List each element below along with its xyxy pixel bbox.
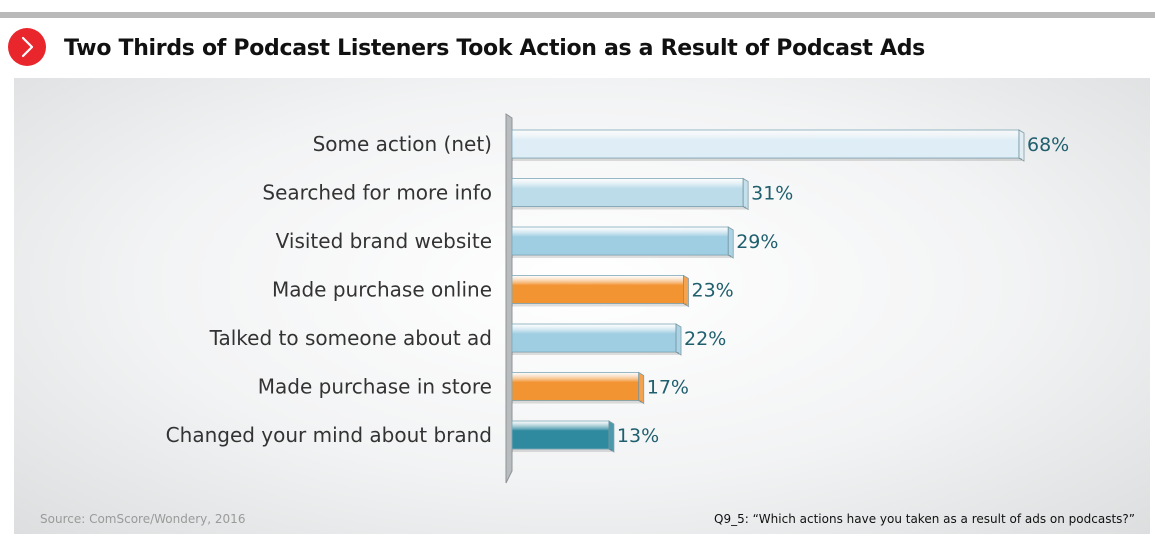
bar: [511, 420, 610, 450]
bar-end-cap: [608, 420, 615, 453]
bar-shadow: [512, 255, 732, 258]
bar-end-cap: [675, 323, 682, 356]
bar-end-cap: [683, 274, 689, 308]
bar: [511, 129, 1020, 159]
bar-end-cap: [727, 226, 734, 259]
chart-area: Some action (net) 68% Searched for more in…: [14, 78, 1150, 534]
bar: [511, 372, 640, 401]
category-label: Searched for more info: [262, 181, 492, 205]
source-note: Source: ComScore/Wondery, 2016: [40, 512, 246, 526]
page-title: Two Thirds of Podcast Listeners Took Act…: [64, 36, 925, 61]
bar-shadow: [512, 206, 747, 210]
category-label: Some action (net): [313, 132, 492, 156]
bar: [511, 275, 684, 304]
value-label: 31%: [751, 183, 793, 205]
category-label: Visited brand website: [276, 229, 492, 253]
header: Two Thirds of Podcast Listeners Took Act…: [8, 28, 1148, 68]
bar-shadow: [512, 158, 1022, 161]
question-note: Q9_5: “Which actions have you taken as a…: [714, 512, 1135, 526]
bar-end-cap: [1018, 129, 1025, 162]
bar-chart: Some action (net) 68% Searched for more in…: [166, 113, 1069, 484]
bar: [511, 323, 677, 353]
category-label: Made purchase in store: [258, 375, 492, 399]
bar: [511, 226, 729, 256]
value-label: 23%: [691, 280, 733, 302]
bar-shadow: [512, 303, 687, 307]
value-label: 68%: [1027, 134, 1069, 156]
bar-shadow: [512, 352, 680, 355]
chevron-right-icon: [8, 28, 46, 66]
bar-shadow: [512, 449, 612, 452]
value-label: 13%: [617, 425, 659, 447]
bar-end-cap: [638, 371, 645, 405]
value-label: 17%: [647, 377, 689, 399]
y-axis-wall: [505, 113, 513, 484]
top-divider: [0, 12, 1155, 18]
category-label: Made purchase online: [272, 278, 492, 302]
category-label: Changed your mind about brand: [166, 423, 492, 447]
bar-shadow: [512, 400, 642, 404]
bar: [511, 178, 744, 207]
value-label: 29%: [736, 231, 778, 253]
bar-end-cap: [742, 177, 749, 211]
value-label: 22%: [684, 328, 726, 350]
category-label: Talked to someone about ad: [209, 326, 492, 350]
